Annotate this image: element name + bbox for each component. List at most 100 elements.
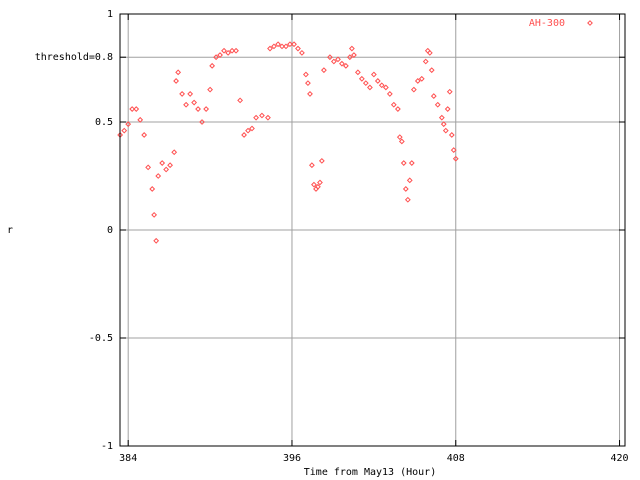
x-tick-label: 396 [283,453,301,464]
y-axis-label: r [7,225,13,236]
point [283,43,289,50]
point [237,97,244,104]
point [366,84,373,91]
point [444,106,451,112]
point [175,69,182,76]
point [305,80,311,87]
point [358,75,365,82]
point [406,177,413,184]
point [195,106,201,112]
point [171,149,178,156]
point [217,52,223,58]
point [382,84,389,91]
point [440,121,447,128]
point [362,80,369,87]
point [330,58,337,65]
point [398,138,405,145]
point [279,43,285,50]
point [133,106,140,112]
point [203,106,210,112]
x-axis-label: Time from May13 (Hour) [304,467,436,478]
point [318,157,325,164]
point [295,45,301,52]
point [434,101,441,108]
point [442,127,449,134]
point [151,211,158,218]
point [229,47,235,54]
point [213,54,219,61]
point [191,99,198,106]
point [396,134,403,141]
point [414,78,421,84]
legend-label: AH-300 [529,18,565,29]
point [253,114,259,121]
y-tick-label: 1 [107,9,113,20]
point [209,62,216,69]
y-tick-label: 0.5 [95,117,113,128]
point [173,78,180,84]
point [153,237,160,244]
y-tick-label: threshold=0.8 [35,52,113,63]
point [394,106,401,112]
point [311,181,317,188]
point [370,71,377,78]
y-tick-label: -1 [101,441,113,452]
point [348,45,355,52]
point [302,71,309,78]
point [308,162,315,169]
point [351,52,357,58]
point [121,127,128,134]
point [446,88,453,95]
point [390,101,397,108]
point [287,41,293,48]
point [141,132,148,138]
point [183,101,189,108]
point [346,54,353,61]
x-tick-label: 408 [447,453,465,464]
point [163,166,170,173]
point [275,41,281,48]
y-tick-label: 0 [107,225,113,236]
point [259,112,265,119]
point [402,186,409,192]
point [225,49,232,56]
point [129,106,136,112]
point [342,62,349,69]
point [448,132,455,138]
point [354,69,361,76]
point [155,173,162,179]
point [321,67,327,74]
point [339,60,345,67]
point [199,119,205,125]
point [187,91,194,97]
point [145,164,152,171]
point [207,86,213,93]
point [378,82,385,89]
x-tick-label: 384 [119,453,137,464]
point [291,41,297,48]
point [271,43,277,50]
marks [117,41,459,244]
legend-marker [587,20,593,26]
point [418,75,425,82]
point [374,78,381,84]
point [159,160,166,166]
point [137,116,144,123]
x-tick-label: 420 [611,453,629,464]
point [408,160,415,166]
point [450,147,457,153]
point [241,132,247,138]
point [267,45,273,52]
y-tick-label: -0.5 [89,333,113,344]
point [265,114,271,121]
point [400,160,407,166]
point [438,114,445,121]
point [149,186,156,192]
point [452,155,459,162]
point [125,121,132,128]
point [410,86,417,93]
point [221,47,227,54]
point [314,183,321,190]
